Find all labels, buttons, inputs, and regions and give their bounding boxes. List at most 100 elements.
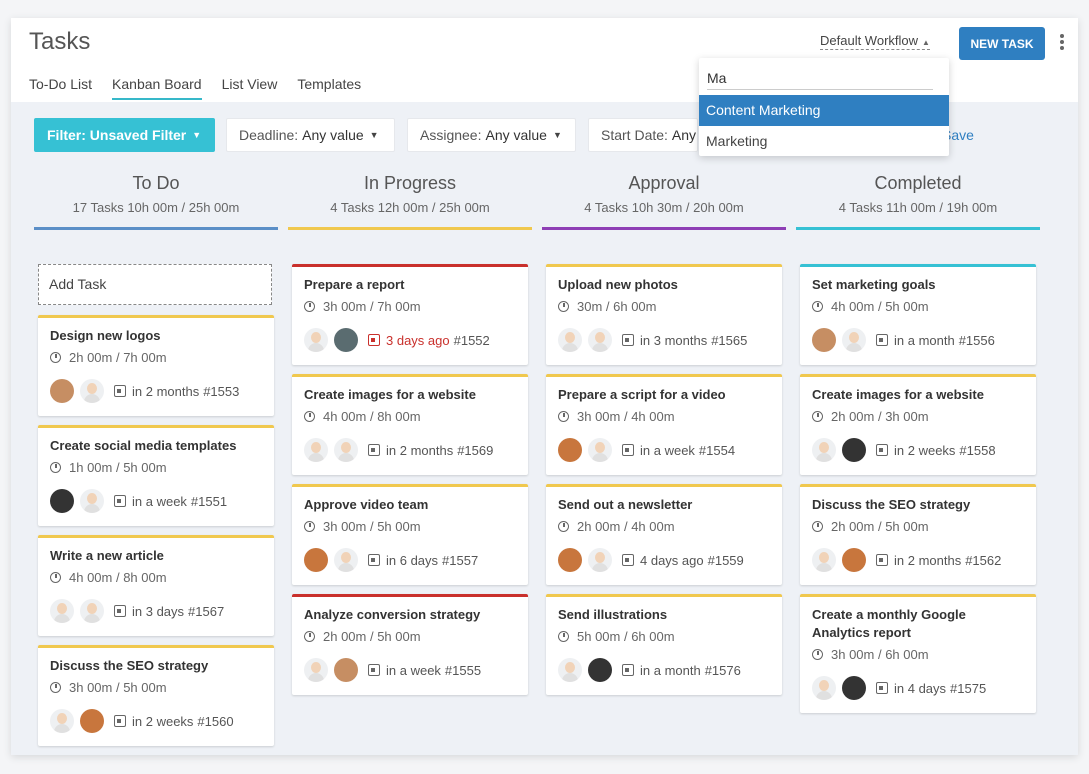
calendar-icon	[114, 385, 126, 397]
clock-icon	[304, 631, 315, 642]
avatar[interactable]	[558, 548, 582, 572]
avatar[interactable]	[50, 599, 74, 623]
workflow-selector[interactable]: Default Workflow ▲	[820, 33, 930, 50]
task-title: Set marketing goals	[812, 277, 936, 292]
task-time: 2h 00m / 5h 00m	[304, 629, 516, 644]
assignee-filter[interactable]: Assignee: Any value ▼	[407, 118, 576, 152]
task-card[interactable]: Create images for a website 4h 00m / 8h 0…	[292, 374, 528, 475]
due-date: in 3 days	[132, 603, 185, 619]
task-card[interactable]: Approve video team 3h 00m / 5h 00m in 6 da…	[292, 484, 528, 585]
calendar-icon	[622, 334, 634, 346]
save-filter-link[interactable]: Save	[942, 127, 974, 143]
avatar[interactable]	[842, 438, 866, 462]
clock-icon	[50, 462, 61, 473]
avatar[interactable]	[588, 658, 612, 682]
workflow-search-input[interactable]	[707, 66, 933, 90]
task-id: #1555	[444, 662, 482, 678]
avatar[interactable]	[334, 658, 358, 682]
task-card[interactable]: Send out a newsletter 2h 00m / 4h 00m 4 da…	[546, 484, 782, 585]
time-tracked: 2h 00m / 3h 00m	[831, 409, 929, 424]
clock-icon	[558, 521, 569, 532]
task-id: #1556	[958, 332, 995, 348]
time-tracked: 3h 00m / 7h 00m	[323, 299, 421, 314]
task-card[interactable]: Prepare a report 3h 00m / 7h 00m 3 days ag…	[292, 264, 528, 365]
avatar[interactable]	[80, 709, 104, 733]
add-task-button[interactable]: Add Task	[38, 264, 272, 305]
start-date-filter[interactable]: Start Date: Any	[588, 118, 698, 152]
due-date: in a week	[386, 662, 441, 678]
calendar-icon	[368, 664, 380, 676]
time-tracked: 4h 00m / 8h 00m	[323, 409, 421, 424]
task-footer: in a week #1551	[50, 489, 262, 513]
time-tracked: 3h 00m / 6h 00m	[831, 647, 929, 662]
more-options-icon[interactable]	[1057, 32, 1067, 52]
task-card[interactable]: Upload new photos 30m / 6h 00m in 3 months…	[546, 264, 782, 365]
task-footer: 4 days ago #1559	[558, 548, 770, 572]
avatar[interactable]	[558, 328, 582, 352]
avatar[interactable]	[334, 328, 358, 352]
avatar[interactable]	[812, 328, 836, 352]
task-title: Send illustrations	[558, 607, 668, 622]
task-card[interactable]: Create a monthly Google Analytics report…	[800, 594, 1036, 713]
task-footer: in 6 days #1557	[304, 548, 516, 572]
task-card[interactable]: Discuss the SEO strategy 3h 00m / 5h 00m i…	[38, 645, 274, 746]
avatar[interactable]	[50, 489, 74, 513]
avatar[interactable]	[812, 438, 836, 462]
avatar[interactable]	[304, 548, 328, 572]
task-card[interactable]: Analyze conversion strategy 2h 00m / 5h 0…	[292, 594, 528, 695]
avatar[interactable]	[304, 328, 328, 352]
clock-icon	[304, 411, 315, 422]
tab-templates[interactable]: Templates	[297, 76, 362, 92]
tab-kanban-board[interactable]: Kanban Board	[112, 76, 202, 100]
clock-icon	[50, 572, 61, 583]
due-date: 4 days ago	[640, 552, 704, 568]
avatar[interactable]	[304, 438, 328, 462]
avatar[interactable]	[80, 379, 104, 403]
task-card[interactable]: Send illustrations 5h 00m / 6h 00m in a mo…	[546, 594, 782, 695]
task-card[interactable]: Prepare a script for a video 3h 00m / 4h …	[546, 374, 782, 475]
avatar[interactable]	[812, 676, 836, 700]
clock-icon	[50, 682, 61, 693]
workflow-option-content-marketing[interactable]: Content Marketing	[699, 95, 949, 126]
avatar[interactable]	[558, 658, 582, 682]
task-time: 2h 00m / 3h 00m	[812, 409, 1024, 424]
avatar[interactable]	[842, 676, 866, 700]
saved-filter-button[interactable]: Filter: Unsaved Filter ▼	[34, 118, 215, 152]
avatar[interactable]	[334, 438, 358, 462]
avatar[interactable]	[80, 489, 104, 513]
avatar[interactable]	[50, 379, 74, 403]
avatar[interactable]	[304, 658, 328, 682]
avatar[interactable]	[588, 328, 612, 352]
time-tracked: 3h 00m / 5h 00m	[69, 680, 167, 695]
time-tracked: 2h 00m / 5h 00m	[323, 629, 421, 644]
avatar[interactable]	[558, 438, 582, 462]
avatar[interactable]	[50, 709, 74, 733]
column-header: Completed 4 Tasks 11h 00m / 19h 00m	[796, 173, 1040, 230]
task-card[interactable]: Create social media templates 1h 00m / 5h…	[38, 425, 274, 526]
avatar[interactable]	[588, 438, 612, 462]
time-tracked: 3h 00m / 4h 00m	[577, 409, 675, 424]
tab-todo-list[interactable]: To-Do List	[29, 76, 93, 92]
task-card[interactable]: Create images for a website 2h 00m / 3h 0…	[800, 374, 1036, 475]
task-card[interactable]: Design new logos 2h 00m / 7h 00m in 2 mont…	[38, 315, 274, 416]
avatar[interactable]	[588, 548, 612, 572]
task-card[interactable]: Write a new article 4h 00m / 8h 00m in 3 d…	[38, 535, 274, 636]
task-title: Prepare a script for a video	[558, 387, 726, 402]
task-footer: in 3 months #1565	[558, 328, 770, 352]
avatar[interactable]	[842, 328, 866, 352]
avatar[interactable]	[80, 599, 104, 623]
task-card[interactable]: Discuss the SEO strategy 2h 00m / 5h 00m i…	[800, 484, 1036, 585]
task-id: #1558	[959, 442, 996, 458]
avatar[interactable]	[842, 548, 866, 572]
task-card[interactable]: Set marketing goals 4h 00m / 5h 00m in a m…	[800, 264, 1036, 365]
task-footer: in a week #1555	[304, 658, 516, 682]
avatar[interactable]	[334, 548, 358, 572]
workflow-option-marketing[interactable]: Marketing	[706, 133, 768, 149]
task-title: Create images for a website	[304, 387, 476, 402]
due-date: in 3 months	[640, 332, 708, 348]
task-id: #1554	[698, 442, 736, 458]
tab-list-view[interactable]: List View	[221, 76, 278, 92]
avatar[interactable]	[812, 548, 836, 572]
deadline-filter[interactable]: Deadline: Any value ▼	[226, 118, 395, 152]
new-task-button[interactable]: NEW TASK	[959, 27, 1045, 60]
